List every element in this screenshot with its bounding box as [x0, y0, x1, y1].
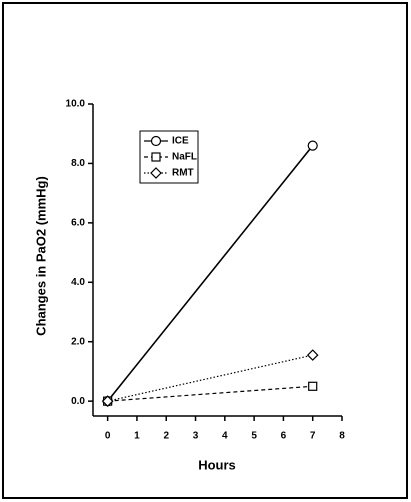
frame — [2, 2, 408, 499]
y-tick-label: 4.0 — [71, 277, 85, 288]
x-tick-label: 6 — [281, 431, 287, 442]
y-tick-label: 6.0 — [71, 217, 85, 228]
x-tick-label: 5 — [251, 431, 257, 442]
legend-box — [139, 130, 199, 184]
y-tick-label: 8.0 — [71, 158, 85, 169]
marker — [101, 395, 114, 407]
x-tick-label: 2 — [163, 431, 169, 442]
marker — [306, 349, 319, 361]
x-tick-label: 0 — [105, 431, 111, 442]
marker — [307, 140, 318, 151]
x-tick-label: 4 — [222, 431, 228, 442]
x-tick-label: 3 — [193, 431, 199, 442]
marker — [308, 381, 318, 391]
legend-label: ICE — [172, 136, 189, 147]
marker — [150, 167, 162, 179]
y-tick-label: 0.0 — [71, 396, 85, 407]
x-tick-label: 7 — [310, 431, 316, 442]
legend-label: RMT — [172, 168, 194, 179]
y-tick-label: 2.0 — [71, 336, 85, 347]
x-axis-label: Hours — [198, 457, 236, 472]
series-line — [107, 354, 313, 402]
series-line — [107, 385, 313, 402]
y-axis-label: Changes in PaO2 (mmHg) — [33, 176, 48, 336]
y-tick-label: 10.0 — [66, 99, 86, 110]
x-tick-label: 1 — [134, 431, 140, 442]
x-tick-label: 8 — [339, 431, 345, 442]
legend-label: NaFL — [172, 152, 197, 163]
series-line — [107, 145, 314, 402]
marker — [151, 152, 161, 162]
marker — [150, 135, 162, 147]
